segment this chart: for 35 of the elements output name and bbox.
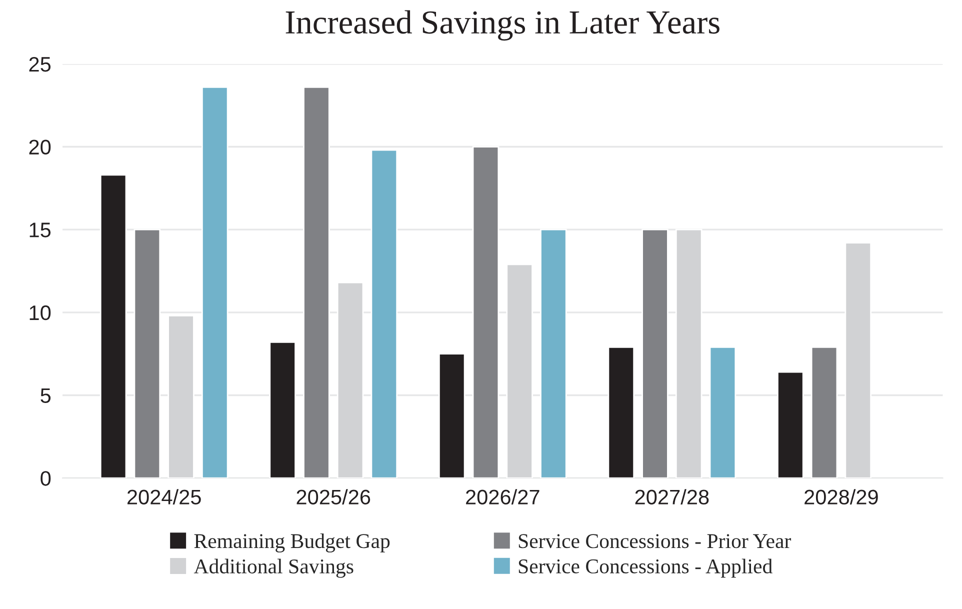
x-tick-label: 2025/26 (296, 489, 370, 504)
y-tick-label: 15 (30, 222, 51, 238)
bar (168, 315, 194, 478)
bar (844, 242, 872, 478)
legend-label: Service Concessions - Prior Year (518, 534, 792, 548)
bar (608, 346, 635, 478)
y-tick-label: 0 (40, 471, 51, 486)
bar (134, 228, 161, 478)
bar (642, 228, 668, 478)
legend-label: Additional Savings (194, 558, 354, 578)
chart-title: Increased Savings in Later Years (286, 10, 720, 41)
legend-label: Remaining Budget Gap (194, 533, 390, 552)
bar (303, 86, 330, 478)
bar (472, 146, 500, 478)
bar (370, 149, 398, 478)
bar (810, 346, 838, 478)
bar (709, 346, 736, 478)
bar (269, 342, 296, 478)
bar (675, 228, 702, 478)
bar (100, 174, 127, 478)
bar (336, 282, 364, 478)
bar (201, 86, 228, 478)
x-tick-label: 2024/25 (127, 489, 201, 504)
y-tick-label: 10 (30, 305, 51, 320)
bar (540, 228, 567, 478)
bar (777, 371, 804, 478)
y-tick-label: 20 (29, 140, 51, 155)
bar (438, 353, 466, 478)
y-tick-label: 25 (29, 56, 51, 72)
x-tick-label: 2027/28 (635, 489, 709, 504)
x-tick-label: 2028/29 (804, 489, 878, 504)
legend-label: Service Concessions - Applied (518, 558, 772, 578)
y-tick-label: 5 (40, 388, 51, 403)
x-tick-label: 2026/27 (466, 489, 540, 504)
bar (506, 264, 533, 478)
